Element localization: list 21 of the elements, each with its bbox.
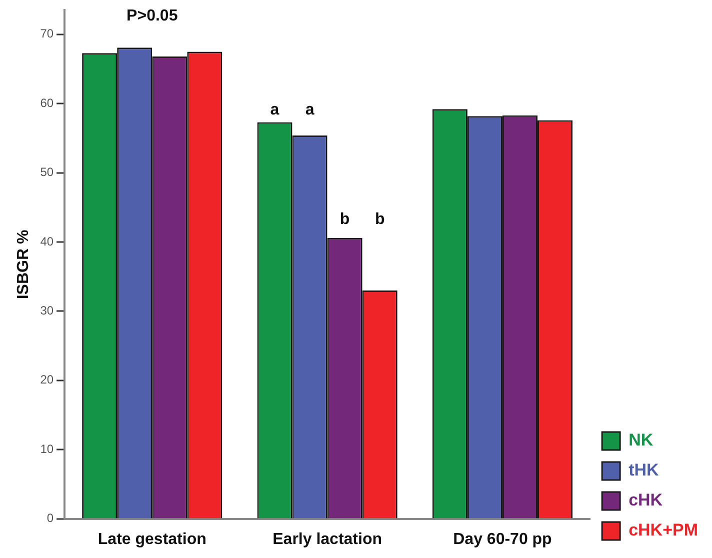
y-tick-label: 0 — [46, 511, 54, 526]
annotation: b — [374, 211, 385, 228]
annotation: a — [305, 102, 314, 119]
x-tick-label: Late gestation — [98, 530, 206, 548]
y-tick-label: 20 — [40, 372, 54, 387]
legend-label: NK — [628, 430, 654, 450]
x-tick-label: Early lactation — [272, 530, 382, 548]
annotation: b — [340, 211, 350, 228]
y-tick-label: 40 — [40, 234, 54, 248]
y-tick-label: 70 — [40, 26, 54, 41]
annotation: P>0.05 — [126, 8, 178, 25]
y-tick-label: 10 — [40, 442, 54, 456]
y-tick-label: 30 — [40, 304, 54, 318]
legend-label: cHK — [628, 490, 664, 510]
y-tick-label: 60 — [40, 96, 54, 110]
x-tick-label: Day 60-70 pp — [453, 530, 552, 548]
legend-label: tHK — [628, 460, 660, 480]
legend-label: cHK+PM — [628, 520, 698, 540]
y-axis-title: ISBGR % — [15, 230, 32, 300]
y-tick-label: 50 — [40, 165, 54, 180]
annotation: a — [270, 102, 280, 119]
